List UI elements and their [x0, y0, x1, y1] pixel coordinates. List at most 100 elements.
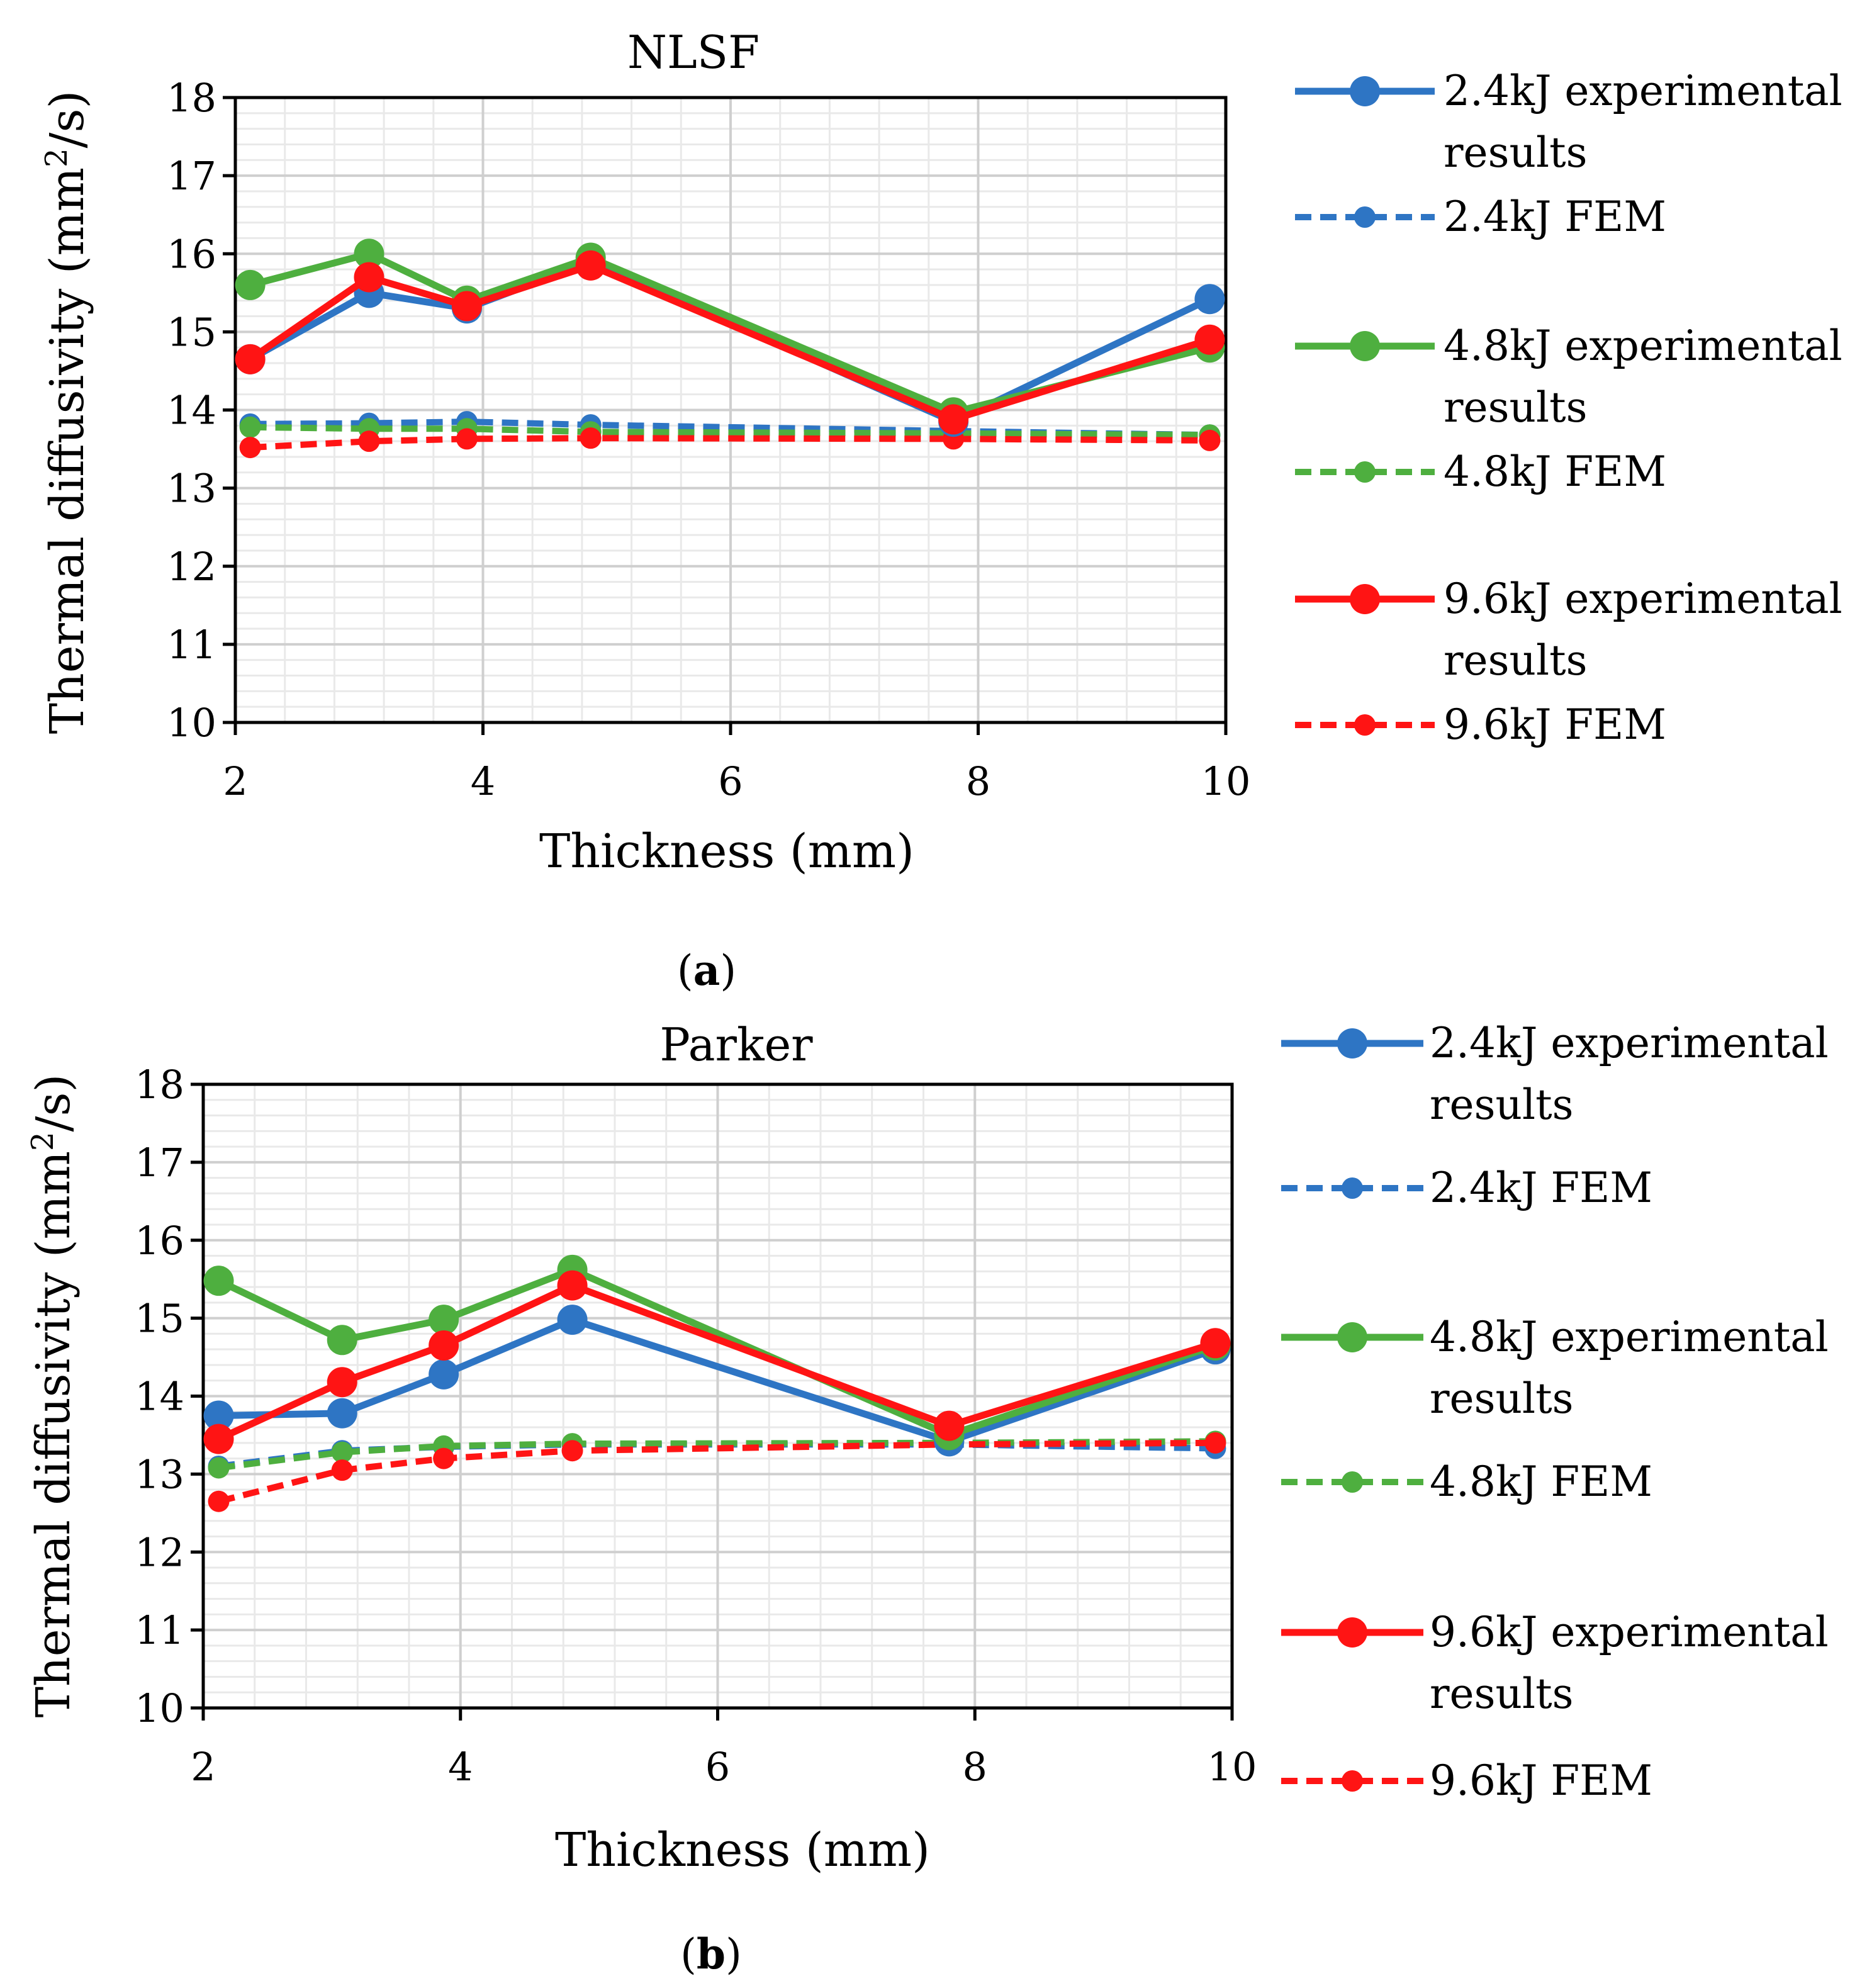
data-point-red-exp: [575, 250, 606, 281]
legend-marker-green: [1350, 331, 1380, 361]
legend-label-line2: results: [1444, 636, 1588, 685]
y-tick-label: 14: [167, 388, 216, 434]
legend-marker-green: [1337, 1322, 1367, 1352]
series-line-green-fem: [218, 1438, 1216, 1471]
plot-area-b: 10 11 12 13 14 15 16 17 18 2 4 6 8 10: [135, 1062, 1257, 1790]
data-point-red-exp: [451, 291, 482, 322]
legend-marker-red: [1337, 1617, 1367, 1648]
y-axis-label-b: Thermal diffusivity (mm2/s): [25, 1074, 81, 1718]
x-tick-label: 6: [718, 758, 743, 804]
data-point-blue-exp: [557, 1305, 588, 1335]
data-point-red-fem: [331, 1459, 353, 1481]
data-point-green-fem: [208, 1457, 230, 1479]
plot-area-a: 10 11 12 13 14 15 16 17 18 2 4 6 8 10: [167, 75, 1250, 804]
legend-label: 2.4kJ FEM: [1430, 1164, 1652, 1212]
x-axis-label-b: Thickness (mm): [555, 1823, 930, 1877]
x-tick-label: 10: [1208, 1744, 1257, 1790]
y-tick-label: 16: [135, 1218, 184, 1264]
x-tick-label: 8: [963, 1744, 987, 1790]
data-point-green-exp: [235, 269, 266, 300]
x-tick-label: 10: [1201, 758, 1251, 804]
x-tick-label: 4: [471, 758, 495, 804]
legend-label: 4.8kJ experimental: [1430, 1313, 1829, 1361]
y-tick-label: 10: [135, 1685, 184, 1731]
legend-marker-blue: [1350, 76, 1380, 106]
y-tick-label: 12: [167, 544, 216, 590]
data-point-red-exp: [938, 404, 969, 435]
caption-b: (b): [680, 1929, 742, 1979]
chart-panel-a: NLSF 10 11 12 13 14 15 16 17 18 2 4 6 8 10 Thickness …: [39, 26, 1842, 995]
legend-label: 4.8kJ FEM: [1430, 1457, 1652, 1506]
series-line-red-exp: [217, 1282, 1217, 1442]
data-point-red-fem: [580, 427, 602, 449]
legend-label-line2: results: [1430, 1374, 1574, 1423]
y-tick-label: 17: [135, 1140, 184, 1186]
data-point-red-exp: [1200, 1328, 1231, 1359]
legend-marker-red: [1350, 584, 1380, 614]
legend-marker-blue: [1342, 1177, 1363, 1199]
y-tick-label: 13: [167, 466, 216, 512]
series-line-red-fem: [250, 435, 1210, 451]
y-tick-label: 18: [135, 1062, 184, 1108]
x-tick-label: 6: [705, 1744, 730, 1790]
legend-label: 2.4kJ experimental: [1444, 67, 1842, 115]
y-tick-label: 10: [167, 700, 216, 746]
x-axis-label-a: Thickness (mm): [539, 824, 914, 879]
legend-label-line2: results: [1444, 383, 1588, 432]
legend-label-line2: results: [1430, 1670, 1574, 1718]
legend-label: 4.8kJ experimental: [1444, 322, 1842, 370]
legend-marker-green: [1342, 1471, 1363, 1493]
data-point-red-fem: [239, 437, 261, 459]
chart-title-b: Parker: [659, 1018, 813, 1071]
x-tick-label: 2: [191, 1744, 215, 1790]
series-line-blue-exp: [218, 1316, 1217, 1445]
legend-marker-green: [1354, 461, 1376, 483]
legend-a: 2.4kJ experimental results 2.4kJ FEM 4.8kJ …: [1295, 67, 1842, 749]
y-tick-label: 15: [167, 309, 216, 355]
data-point-red-exp: [557, 1270, 588, 1301]
chart-title-a: NLSF: [627, 26, 760, 79]
data-point-red-exp: [354, 262, 384, 293]
legend-marker-blue: [1337, 1028, 1367, 1059]
data-point-red-exp: [429, 1330, 459, 1361]
data-point-blue-exp: [1194, 284, 1225, 315]
legend-marker-red: [1342, 1770, 1363, 1792]
x-tick-label: 8: [966, 758, 990, 804]
x-tick-label: 4: [448, 1744, 473, 1790]
y-tick-label: 11: [135, 1607, 184, 1653]
data-point-red-fem: [433, 1447, 455, 1469]
data-point-green-exp: [327, 1325, 357, 1356]
caption-a: (a): [677, 946, 736, 995]
data-point-blue-exp: [203, 1400, 234, 1431]
data-point-red-exp: [327, 1367, 357, 1398]
y-tick-label: 12: [135, 1529, 184, 1575]
data-point-blue-exp: [429, 1359, 459, 1390]
data-point-red-exp: [934, 1410, 965, 1441]
chart-panel-b: Parker 10 11 12 13 14 15 16 17 18 2 4 6 8 10 Thicknes…: [25, 1018, 1829, 1979]
data-point-red-fem: [1204, 1432, 1226, 1454]
legend-label: 2.4kJ experimental: [1430, 1019, 1829, 1067]
data-point-red-fem: [358, 430, 380, 452]
legend-label: 2.4kJ FEM: [1444, 193, 1666, 241]
data-point-green-fem: [331, 1441, 353, 1463]
data-point-red-exp: [203, 1424, 234, 1454]
y-axis-label-a: Thermal diffusivity (mm2/s): [39, 91, 94, 734]
data-point-red-exp: [235, 344, 266, 374]
data-point-red-fem: [456, 428, 478, 450]
y-tick-label: 14: [135, 1374, 184, 1420]
legend-label: 9.6kJ FEM: [1444, 700, 1666, 749]
series-line-red-exp: [248, 262, 1211, 423]
legend-b: 2.4kJ experimental results 2.4kJ FEM 4.8kJ …: [1281, 1019, 1829, 1805]
series-line-green-exp: [249, 250, 1211, 416]
data-point-blue-exp: [327, 1398, 357, 1429]
data-point-red-exp: [1194, 324, 1225, 355]
data-point-green-exp: [354, 239, 384, 269]
y-tick-label: 11: [167, 622, 216, 668]
x-tick-label: 2: [223, 758, 247, 804]
series-line-green-exp: [217, 1266, 1217, 1439]
legend-label: 9.6kJ experimental: [1430, 1608, 1829, 1656]
legend-label-line2: results: [1430, 1081, 1574, 1129]
data-point-red-fem: [561, 1440, 583, 1462]
data-point-green-exp: [203, 1266, 234, 1296]
